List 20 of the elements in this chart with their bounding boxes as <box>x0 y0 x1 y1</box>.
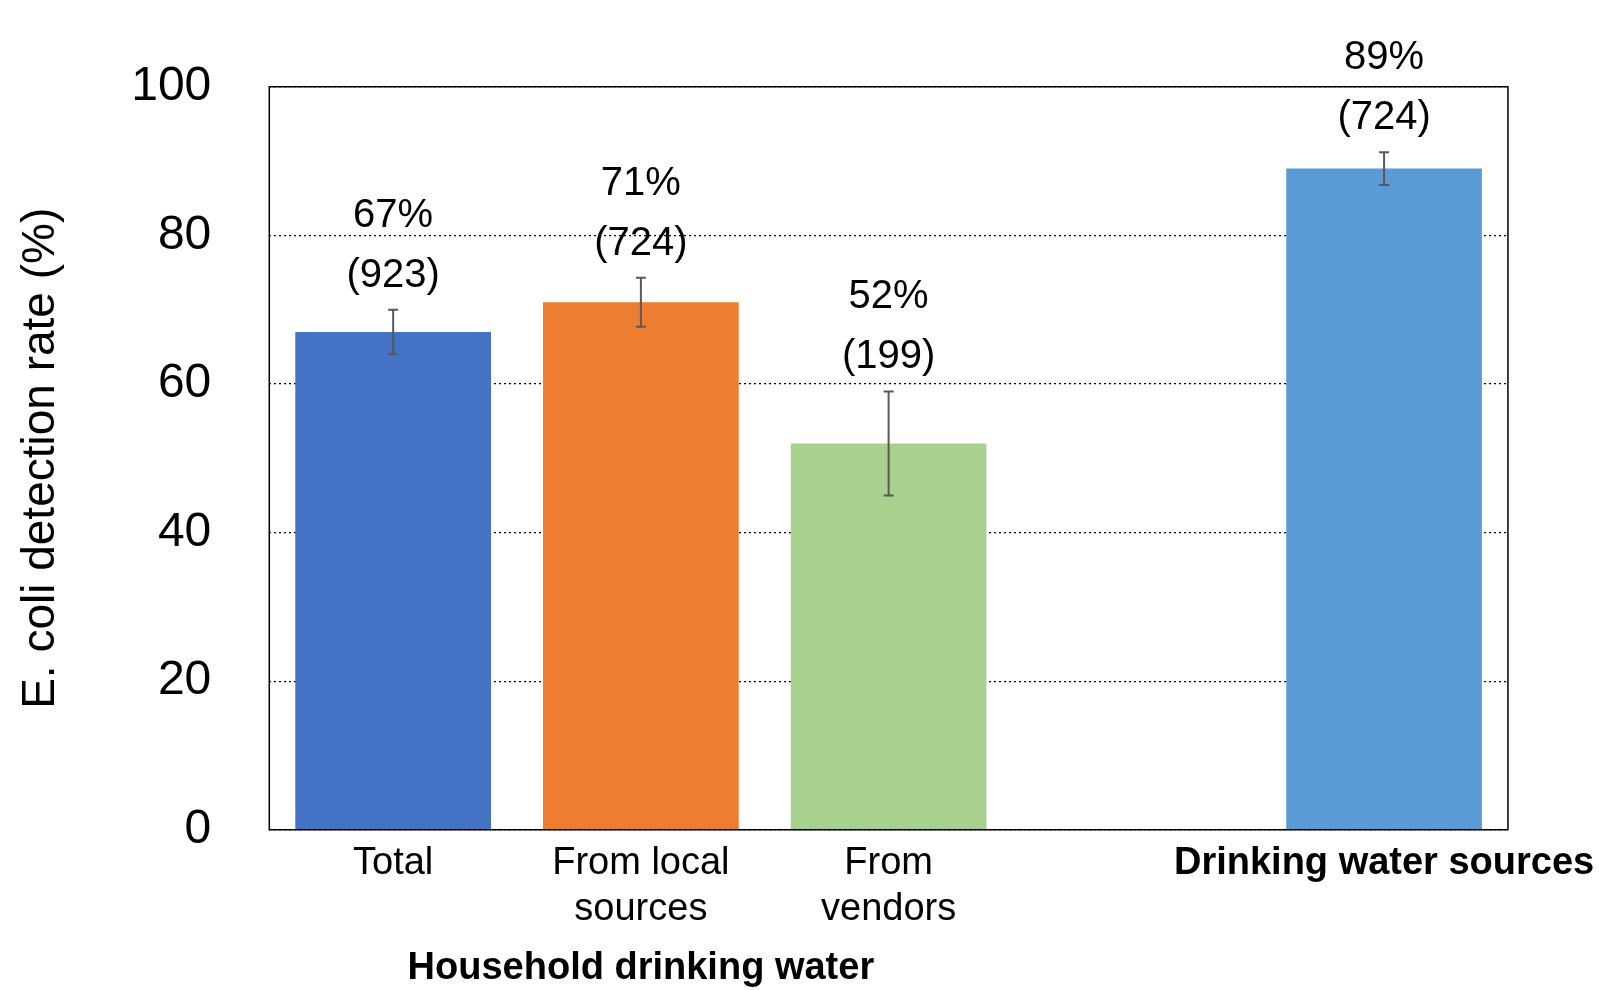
bar <box>790 443 987 830</box>
x-tick-label: From vendors <box>821 840 957 928</box>
y-axis-title: E. coli detection rate (%) <box>12 207 65 709</box>
bar <box>295 331 492 830</box>
data-label: 67% (923) <box>346 190 440 295</box>
data-label: 71% (724) <box>594 158 688 263</box>
y-tick-label: 40 <box>157 502 212 556</box>
y-tick-label: 0 <box>184 800 212 854</box>
y-tick-label: 20 <box>157 651 212 705</box>
bar <box>543 302 739 830</box>
x-axis-title: Household drinking water <box>407 945 875 988</box>
y-tick-label: 80 <box>157 205 212 259</box>
data-label: 52% (199) <box>841 272 936 377</box>
data-label: 89% (724) <box>1337 33 1431 138</box>
bar <box>1286 168 1482 830</box>
x-tick-label: Total <box>353 840 434 883</box>
x-tick-label: Drinking water sources <box>1173 840 1595 883</box>
x-tick-label: From local sources <box>552 840 730 928</box>
y-tick-label: 60 <box>157 354 212 408</box>
y-tick-label: 100 <box>131 57 212 111</box>
